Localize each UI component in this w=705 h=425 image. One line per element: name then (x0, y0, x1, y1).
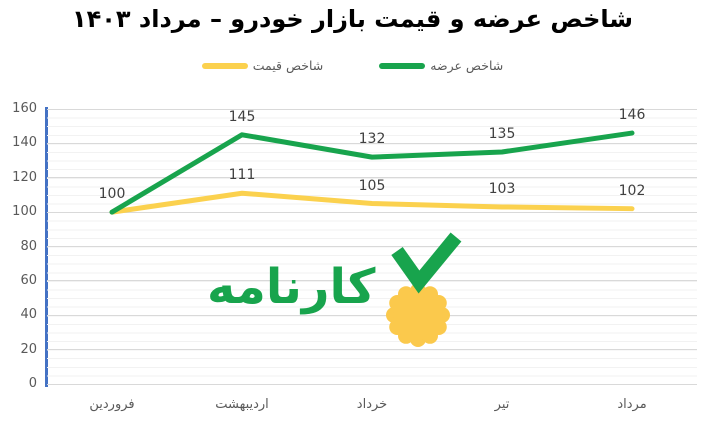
logo-wordmark: کارنامه (207, 259, 376, 315)
supply-series-swatch-icon (379, 62, 426, 69)
x-axis-tick-labels: فروردین اردیبهشت خرداد تیر مرداد (47, 397, 697, 417)
major-gridline (47, 142, 697, 144)
legend: شاخص قیمت شاخص عرضه (0, 58, 705, 73)
x-tick-label: مرداد (617, 397, 647, 412)
major-gridline (47, 280, 697, 282)
major-gridline (47, 211, 697, 213)
data-label: 111 (228, 167, 256, 184)
y-tick-label: 80 (20, 238, 37, 254)
major-gridline (47, 314, 697, 316)
y-tick-label: 20 (20, 341, 37, 357)
y-tick-label: 120 (12, 169, 37, 185)
y-tick-label: 60 (20, 272, 37, 288)
major-gridline (47, 108, 697, 110)
y-tick-label: 100 (12, 204, 37, 220)
x-tick-label: فروردین (89, 397, 135, 412)
data-label: 146 (618, 107, 646, 124)
series-line-1 (109, 130, 635, 215)
series-line-0 (109, 190, 635, 215)
legend-label-supply-index: شاخص عرضه (430, 58, 504, 73)
data-label: 103 (488, 180, 516, 197)
y-tick-label: 140 (12, 135, 37, 151)
major-gridline (47, 177, 697, 179)
watermark-logo: کارنامه (207, 229, 463, 351)
major-gridline (47, 246, 697, 247)
legend-item-supply-index: شاخص عرضه (379, 58, 503, 73)
data-label: 102 (618, 182, 646, 199)
logo-checkmark-seal-icon (386, 232, 462, 347)
data-label: 145 (228, 108, 256, 125)
y-tick-label: 40 (20, 307, 37, 323)
x-tick-label: اردیبهشت (215, 397, 269, 412)
chart-title: شاخص عرضه و قیمت بازار خودرو – مرداد ۱۴۰… (71, 5, 633, 33)
data-label: 100 (98, 186, 126, 203)
x-tick-label: خرداد (356, 397, 388, 412)
data-label: 105 (358, 177, 386, 194)
x-tick-label: تیر (494, 397, 510, 412)
data-label: 135 (488, 125, 516, 142)
major-gridline (47, 383, 697, 385)
data-label: 132 (358, 131, 386, 148)
major-gridline (47, 349, 697, 351)
legend-label-price-index: شاخص قیمت (252, 58, 324, 73)
y-axis-tick-labels: 0 20 40 60 80 100 120 140 160 (0, 101, 37, 391)
legend-item-price-index: شاخص قیمت (201, 58, 324, 73)
y-tick-label: 160 (12, 101, 37, 116)
y-tick-label: 0 (28, 376, 37, 391)
plot-area: 111 105 103 102 100 145 132 135 146 (47, 107, 697, 385)
price-series-swatch-icon (201, 62, 248, 69)
y-axis-line (45, 107, 48, 387)
